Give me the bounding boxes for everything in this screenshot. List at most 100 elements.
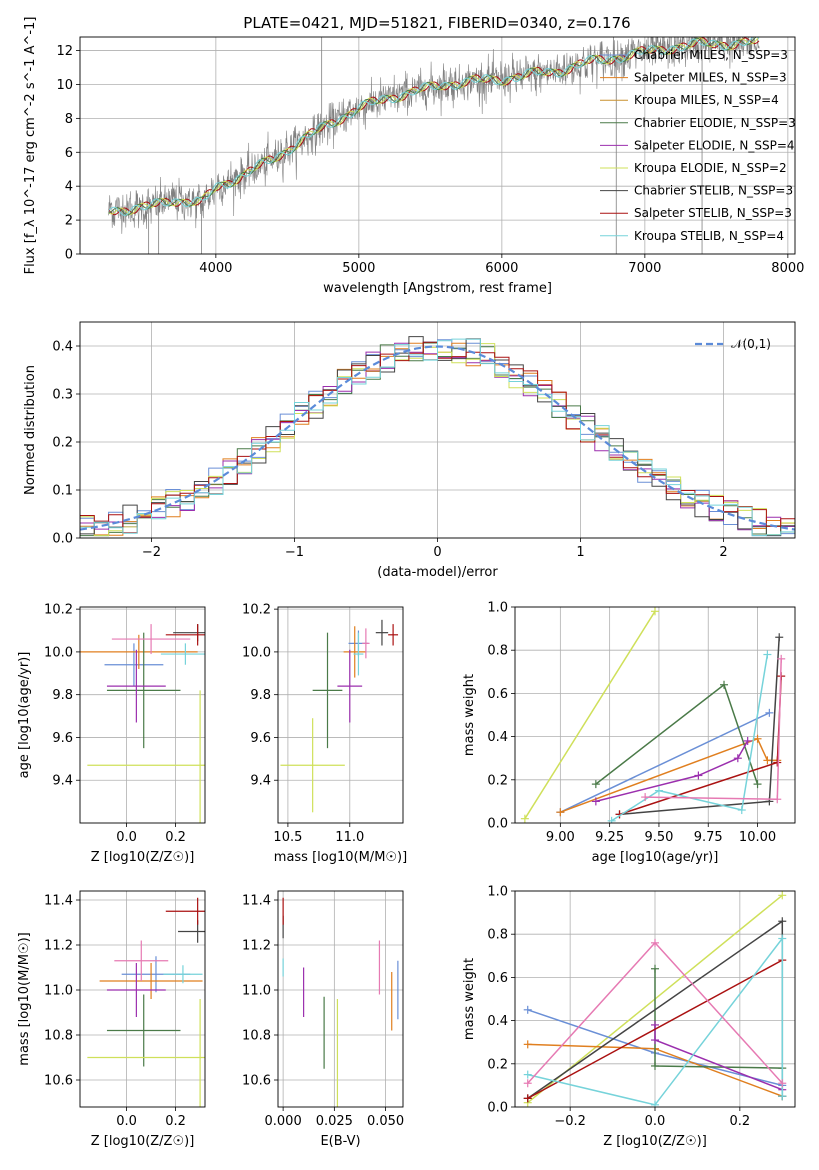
y-tick-label: 0.8	[487, 644, 508, 659]
y-tick-label: 1.0	[487, 601, 508, 616]
y-tick-label: 0.8	[487, 928, 508, 943]
x-tick-label: 0.0	[116, 830, 137, 845]
y-tick-label: 0.2	[487, 1057, 508, 1072]
x-tick-label: 0.0	[116, 1114, 137, 1129]
x-axis-label: Z [log10(Z/Z☉)]	[91, 850, 195, 865]
y-tick-label: 9.4	[52, 774, 73, 789]
y-tick-label: 0.4	[52, 340, 73, 355]
y-tick-label: 0.0	[487, 817, 508, 832]
y-tick-label: 10.8	[242, 1029, 271, 1044]
x-tick-label: 0.2	[730, 1114, 751, 1129]
x-tick-label: 6000	[485, 261, 518, 276]
panel-mass_vs_Z: 0.0 0.2 10.6 10.8 11.0 11.2 11.4 Z [log10(Z/Z☉)…	[17, 890, 206, 1149]
panel-weight_vs_age: 9.00 9.25 9.50 9.75 10.00 0.0 0.2 0.4 0.6 0.8 1.0 a…	[462, 601, 796, 865]
y-tick-label: 11.4	[242, 894, 271, 909]
y-tick-label: 0.2	[52, 436, 73, 451]
x-axis-label: (data-model)/error	[377, 565, 498, 580]
y-tick-label: 10.0	[44, 645, 73, 660]
plot-area-weight_vs_age	[520, 607, 786, 823]
axes-frame	[79, 606, 206, 824]
y-axis-label: mass weight	[462, 958, 477, 1040]
y-axis-label: mass [log10(M/M☉)]	[17, 932, 32, 1065]
y-tick-label: 10.2	[242, 603, 271, 618]
figure-title: PLATE=0421, MJD=51821, FIBERID=0340, z=0…	[243, 14, 630, 32]
weight-series-line	[527, 959, 783, 1100]
x-tick-label: 0	[433, 545, 441, 560]
x-axis-label: Z [log10(Z/Z☉)]	[91, 1134, 195, 1149]
x-tick-label: 9.25	[595, 830, 624, 845]
y-tick-label: 0.6	[487, 971, 508, 986]
legend-label: Kroupa ELODIE, N_SSP=2	[634, 161, 787, 175]
x-tick-label: 10.00	[739, 830, 776, 845]
y-tick-label: 9.6	[52, 731, 73, 746]
y-tick-label: 0.6	[487, 687, 508, 702]
x-axis-label: mass [log10(M/M☉)]	[274, 850, 407, 865]
y-tick-label: 9.8	[250, 688, 271, 703]
panel-mass_vs_ebv: 0.000 0.025 0.050 10.6 10.8 11.0 11.2 11.4 E(B-V…	[242, 890, 404, 1149]
x-tick-label: 2	[719, 545, 727, 560]
legend-label: Salpeter STELIB, N_SSP=3	[634, 206, 792, 220]
legend-label: 𝒩(0,1)	[731, 337, 771, 351]
x-axis-label: age [log10(age/yr)]	[592, 850, 719, 865]
y-tick-label: 11.2	[44, 939, 73, 954]
plot-area-age_vs_Z	[80, 624, 205, 823]
plot-area-mass_vs_ebv	[282, 897, 399, 1107]
panel-spectrum: 4000 5000 6000 7000 8000 0 2 4 6 8 10 12 wavelength …	[23, 17, 804, 296]
x-axis-label: wavelength [Angstrom, rest frame]	[323, 281, 552, 296]
panel-weight_vs_Z: −0.2 0.0 0.2 0.0 0.2 0.4 0.6 0.8 1.0 Z [log10(Z/Z…	[462, 885, 796, 1149]
x-tick-label: −1	[285, 545, 304, 560]
plot-area-age_vs_mass	[280, 619, 399, 813]
y-tick-label: 10.8	[44, 1029, 73, 1044]
axes-frame	[514, 890, 796, 1108]
x-tick-label: 0.2	[165, 1114, 186, 1129]
x-tick-label: 5000	[342, 261, 375, 276]
y-tick-label: 11.4	[44, 894, 73, 909]
weight-series-line	[645, 658, 782, 800]
x-tick-label: −0.2	[554, 1114, 586, 1129]
plot-area-residuals	[80, 336, 795, 537]
axes-frame	[277, 606, 404, 824]
plot-area-weight_vs_Z	[523, 891, 787, 1107]
axes-frame	[79, 321, 796, 539]
axes-frame	[514, 606, 796, 824]
y-tick-label: 9.4	[250, 774, 271, 789]
normal-curve	[80, 345, 795, 531]
legend-label: Chabrier ELODIE, N_SSP=3	[634, 116, 796, 130]
model-line	[108, 37, 758, 216]
y-tick-label: 1.0	[487, 885, 508, 900]
model-line	[108, 37, 760, 216]
x-tick-label: 9.50	[644, 830, 673, 845]
x-axis-label: E(B-V)	[320, 1134, 360, 1149]
x-tick-label: 9.00	[546, 830, 575, 845]
legend-label: Salpeter MILES, N_SSP=3	[634, 71, 787, 85]
y-tick-label: 6	[65, 146, 73, 161]
y-tick-label: 11.0	[242, 984, 271, 999]
y-axis-label: age [log10(age/yr)]	[17, 652, 32, 779]
axes-frame	[79, 36, 796, 255]
y-tick-label: 4	[65, 180, 73, 195]
y-tick-label: 0.0	[52, 532, 73, 547]
y-tick-label: 2	[65, 214, 73, 229]
plot-area-spectrum	[108, 37, 760, 254]
y-tick-label: 10.6	[44, 1074, 73, 1089]
x-tick-label: 0.0	[645, 1114, 666, 1129]
x-axis-label: Z [log10(Z/Z☉)]	[603, 1134, 707, 1149]
plot-area-mass_vs_Z	[87, 897, 205, 1107]
model-line	[108, 37, 760, 215]
model-line	[108, 37, 760, 216]
x-tick-label: 1	[576, 545, 584, 560]
x-tick-label: 11.0	[335, 830, 364, 845]
x-tick-label: 4000	[199, 261, 232, 276]
y-tick-label: 9.6	[250, 731, 271, 746]
panel-age_vs_mass: 10.5 11.0 9.4 9.6 9.8 10.0 10.2 mass [log10(M/M…	[242, 603, 407, 865]
y-axis-label: Normed distribution	[23, 365, 38, 495]
legend-label: Kroupa MILES, N_SSP=4	[634, 93, 779, 107]
y-tick-label: 8	[65, 112, 73, 127]
x-tick-label: 0.050	[367, 1114, 404, 1129]
y-tick-label: 12	[56, 44, 73, 59]
x-tick-label: 9.75	[694, 830, 723, 845]
data-spectrum-line	[108, 37, 760, 234]
y-tick-label: 0.3	[52, 388, 73, 403]
